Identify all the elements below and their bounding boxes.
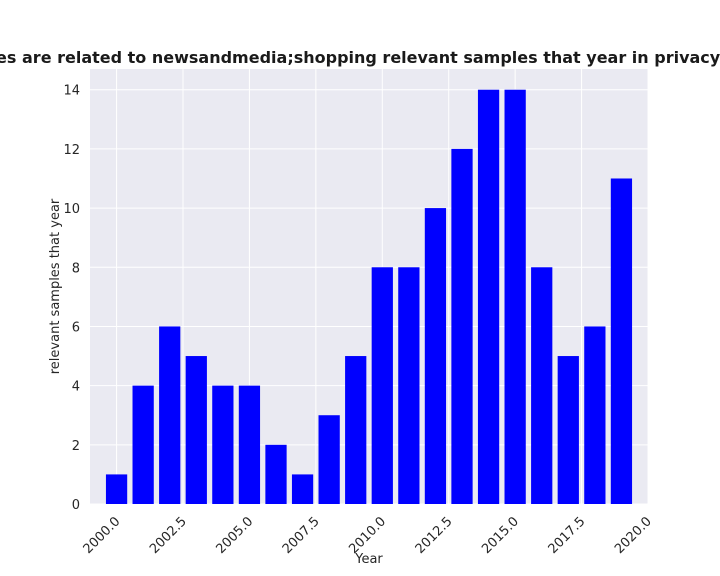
bar <box>345 356 367 504</box>
x-tick-label: 2012.5 <box>413 514 456 557</box>
x-axis-label: Year <box>354 552 383 567</box>
bar <box>504 89 526 504</box>
bar <box>291 474 314 504</box>
y-tick-label: 8 <box>72 261 80 276</box>
y-tick-label: 14 <box>63 84 80 99</box>
y-axis-label: relevant samples that year <box>48 198 63 374</box>
y-tick-label: 10 <box>63 202 80 217</box>
bars <box>105 89 633 505</box>
bar <box>265 444 287 504</box>
bar <box>185 356 207 504</box>
x-tick-label: 2007.5 <box>280 514 323 557</box>
bar <box>132 385 154 504</box>
chart-title: categories are related to newsandmedia;s… <box>0 48 720 67</box>
x-tick-label: 2015.0 <box>479 514 522 557</box>
y-tick-label: 0 <box>72 498 80 513</box>
x-tick-label: 2002.5 <box>147 514 190 557</box>
x-tick-label: 2005.0 <box>213 514 256 557</box>
bar <box>610 178 633 504</box>
y-tick-label: 6 <box>72 320 80 335</box>
bar <box>451 148 473 505</box>
bar <box>371 267 393 504</box>
bar <box>105 474 128 504</box>
x-tick-label: 2017.5 <box>546 514 589 557</box>
bar <box>424 208 447 504</box>
bar <box>531 267 553 504</box>
bar <box>584 326 606 504</box>
x-tick-label: 2000.0 <box>81 514 124 557</box>
y-tick-labels: 0 2 4 6 8 10 12 14 <box>63 84 80 513</box>
bar <box>477 89 500 504</box>
x-tick-labels: 2000.0 2002.5 2005.0 2007.5 2010.0 2012.5 2015… <box>81 514 655 557</box>
y-tick-label: 12 <box>63 143 80 158</box>
bar <box>398 267 420 504</box>
bar <box>318 415 340 504</box>
x-tick-label: 2020.0 <box>612 514 655 557</box>
x-tick-label: 2010.0 <box>346 514 389 557</box>
y-tick-label: 2 <box>72 439 80 454</box>
bar <box>238 385 261 504</box>
bar <box>159 326 181 504</box>
bar <box>212 385 234 504</box>
y-tick-label: 4 <box>72 380 80 395</box>
bar <box>557 356 579 504</box>
